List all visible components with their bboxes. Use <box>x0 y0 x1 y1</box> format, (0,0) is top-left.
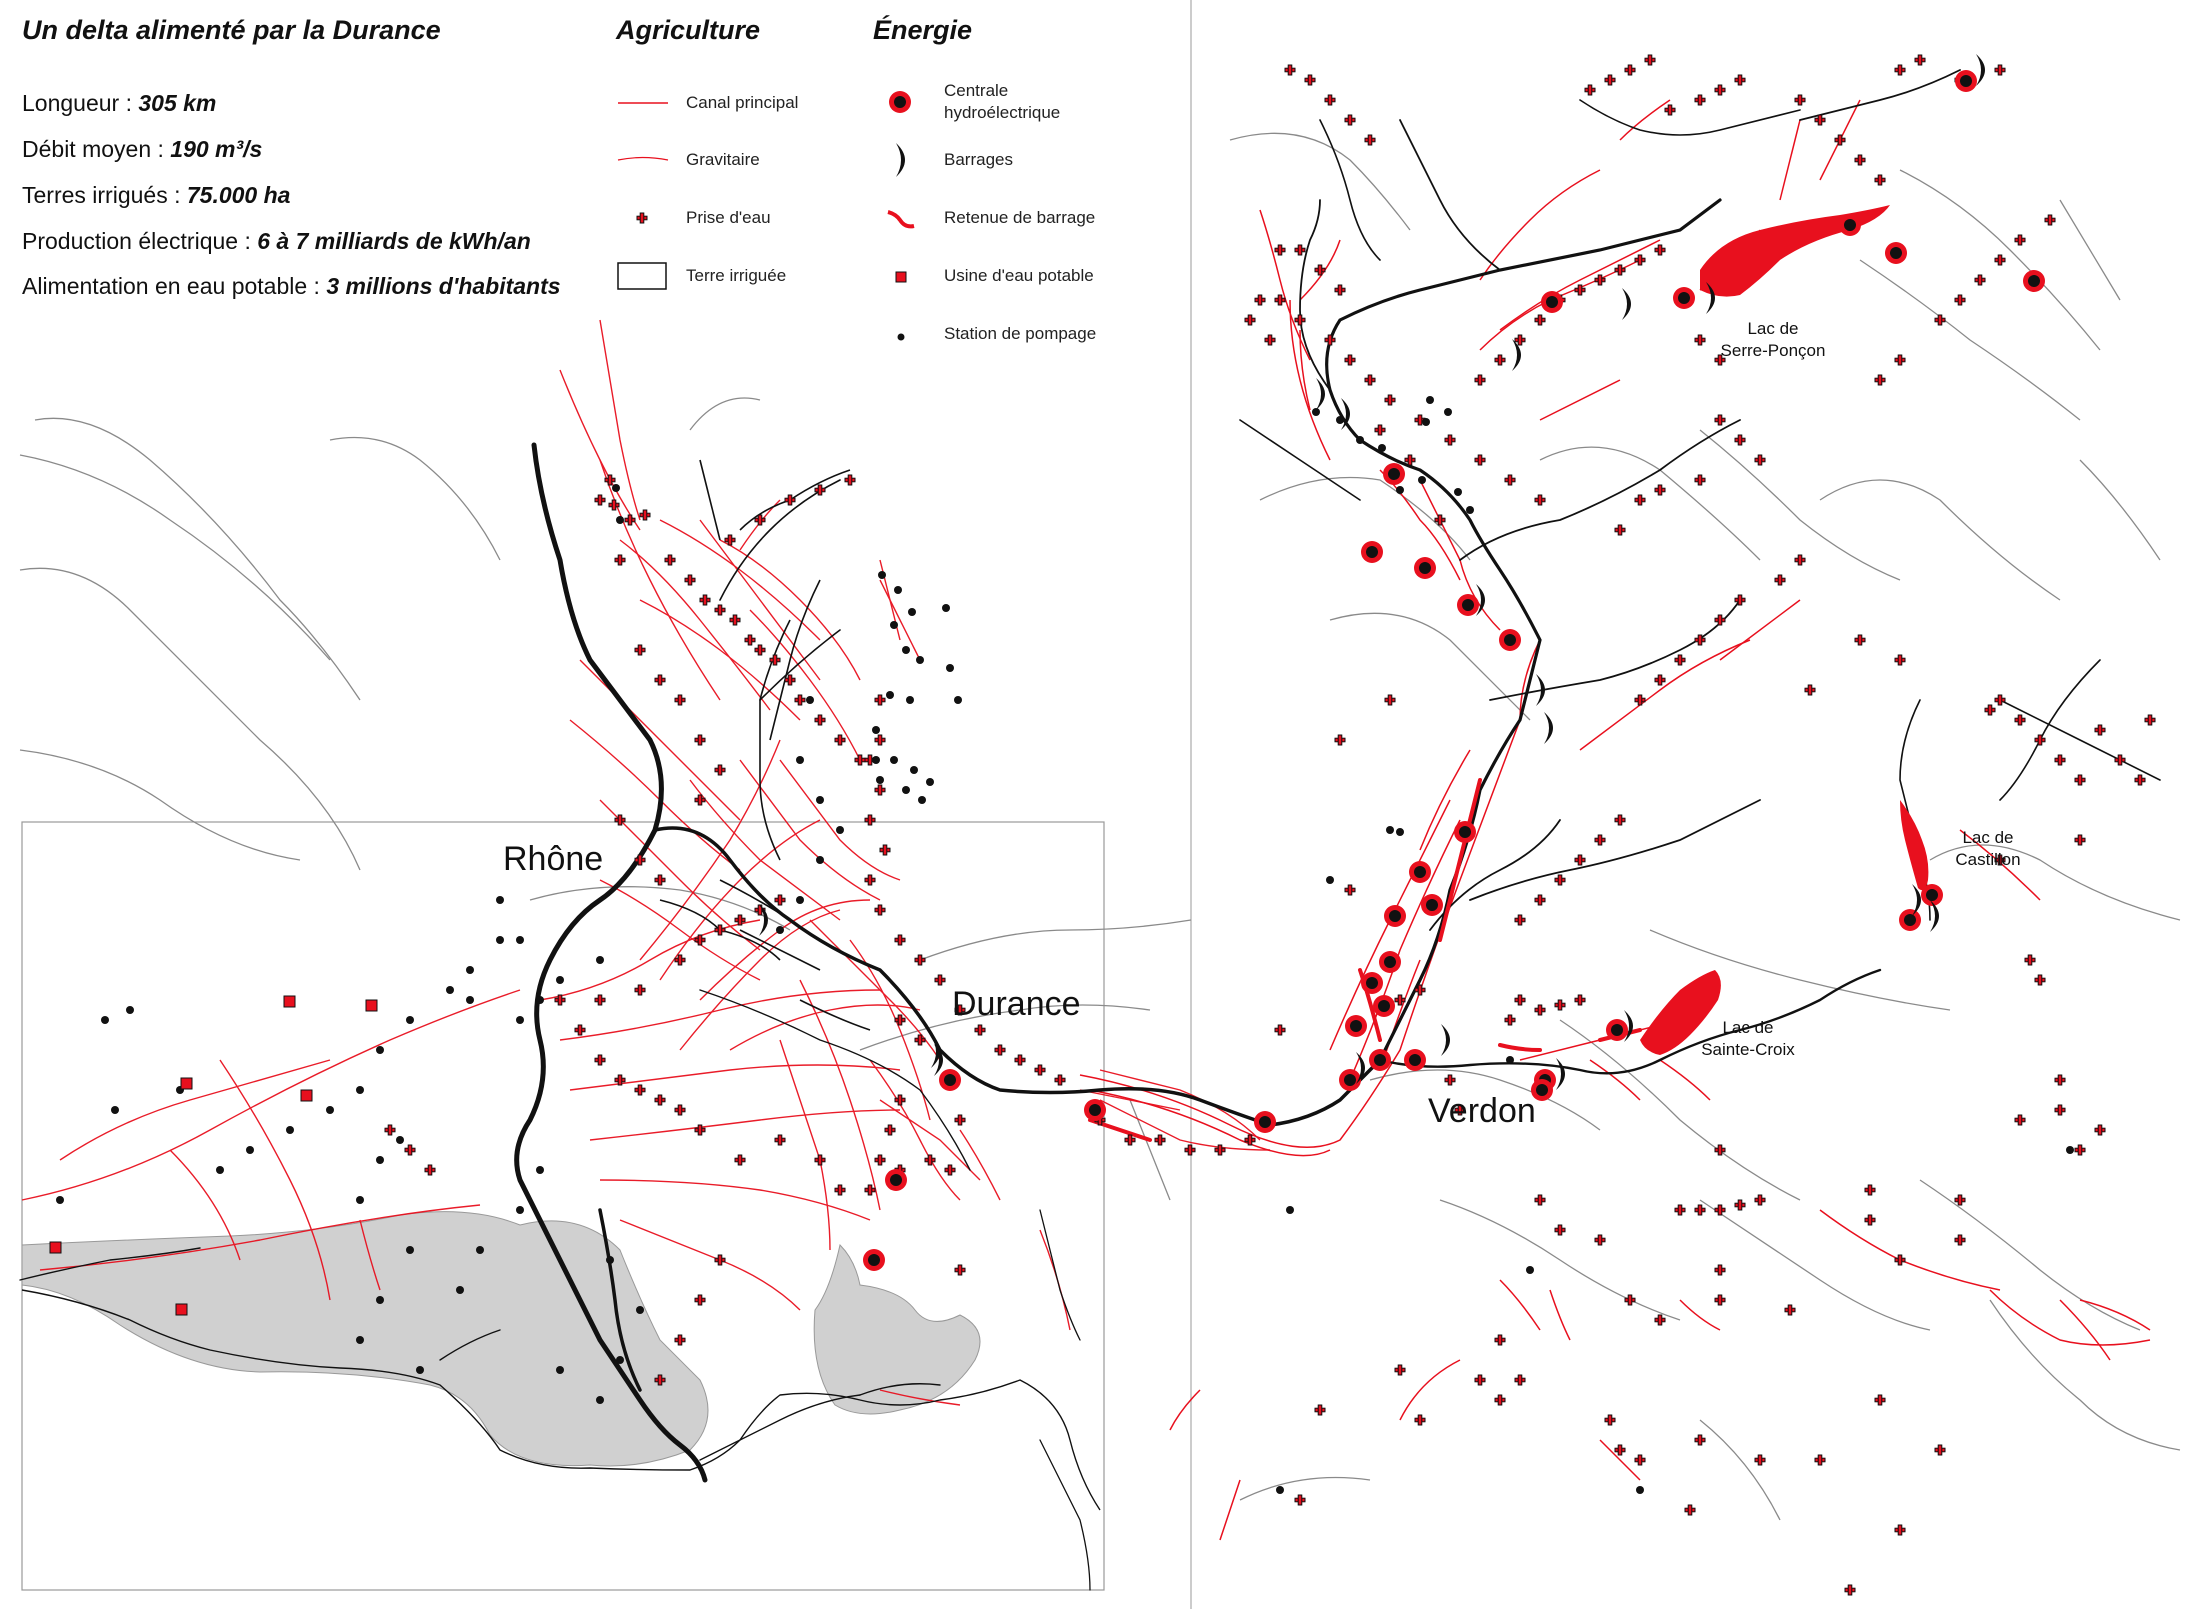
stat-flow-value: 190 m³/s <box>170 136 263 162</box>
stat-irrigated-label: Terres irrigués : <box>22 182 187 208</box>
delta-frame <box>21 821 1105 1591</box>
crescent-icon <box>896 143 905 177</box>
stat-length-value: 305 km <box>138 90 217 116</box>
legend-label-gravitaire: Gravitaire <box>686 150 760 169</box>
main-rivers <box>19 69 2161 1591</box>
stat-drinking-water: Alimentation en eau potable : 3 millions… <box>22 273 561 300</box>
cross-icon <box>636 212 648 224</box>
dams <box>759 54 1985 1090</box>
legend-label-retenue: Retenue de barrage <box>944 208 1096 227</box>
dot-icon <box>897 333 905 341</box>
reservoir-retentions <box>1088 778 1642 1142</box>
stat-power: Production électrique : 6 à 7 milliards … <box>22 228 531 255</box>
legend-label-station-pompage: Station de pompage <box>944 324 1097 343</box>
stat-irrigated: Terres irrigués : 75.000 ha <box>22 182 290 209</box>
stat-flow: Débit moyen : 190 m³/s <box>22 136 262 163</box>
potable-water-plants <box>49 995 378 1316</box>
rectangle-icon <box>617 262 667 290</box>
legend-label-usine-eau: Usine d'eau potable <box>944 266 1094 285</box>
lake-castillon <box>1900 800 1929 891</box>
legend-label-terre-irriguee: Terre irriguée <box>686 266 787 285</box>
legend-label-barrages: Barrages <box>944 150 1013 169</box>
stat-irrigated-value: 75.000 ha <box>186 182 291 208</box>
pumping-stations <box>56 396 2074 1494</box>
stat-power-value: 6 à 7 milliards de kWh/an <box>257 228 531 254</box>
lakes <box>1640 205 1929 1055</box>
stat-flow-label: Débit moyen : <box>22 136 171 162</box>
legend-label-prise-eau: Prise d'eau <box>686 208 771 227</box>
grey-rivers <box>19 132 2181 1521</box>
legend-heading-energie: Énergie <box>873 15 973 45</box>
stat-length: Longueur : 305 km <box>22 90 216 117</box>
lake-serre-poncon <box>1700 205 1890 297</box>
stat-drinking-water-label: Alimentation en eau potable : <box>22 273 327 299</box>
circle-icon <box>889 91 911 113</box>
irrigated-land-areas <box>21 1211 981 1467</box>
legend-label-canal-principal: Canal principal <box>686 93 799 112</box>
gravitaire-line <box>617 156 669 161</box>
legend-symbols <box>617 91 915 341</box>
lake-sainte-croix <box>1640 970 1721 1055</box>
legend-label-centrale: Centrale hydroélectrique <box>944 81 1061 122</box>
red-squiggle-icon <box>887 210 915 229</box>
stat-drinking-water-value: 3 millions d'habitants <box>326 273 561 299</box>
legend-heading-agriculture: Agriculture <box>616 15 761 45</box>
stat-length-label: Longueur : <box>22 90 139 116</box>
coastline <box>21 1289 1101 1511</box>
map-title: Un delta alimenté par la Durance <box>22 15 441 45</box>
square-icon <box>895 271 907 283</box>
stat-power-label: Production électrique : <box>22 228 258 254</box>
